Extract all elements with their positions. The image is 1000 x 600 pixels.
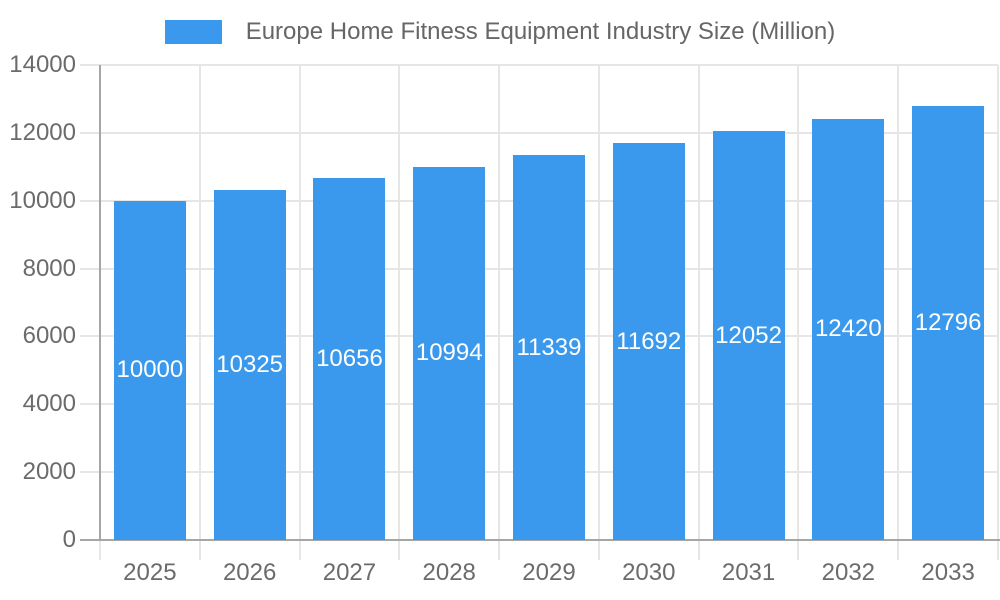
bar-2033[interactable] bbox=[912, 105, 985, 540]
v-gridline bbox=[597, 65, 600, 560]
bar-2032[interactable] bbox=[812, 118, 885, 540]
legend-swatch bbox=[164, 20, 222, 44]
y-axis-tick-label: 10000 bbox=[9, 186, 76, 214]
bar-2031[interactable] bbox=[712, 131, 785, 540]
v-gridline bbox=[997, 65, 999, 560]
x-axis-tick-label: 2033 bbox=[921, 559, 975, 586]
y-axis-tick-label: 2000 bbox=[22, 458, 76, 486]
x-axis-tick-label: 2026 bbox=[222, 559, 277, 586]
legend-label: Europe Home Fitness Equipment Industry S… bbox=[245, 18, 836, 45]
bar-value-label: 10656 bbox=[316, 345, 383, 373]
y-axis-tick-label: 14000 bbox=[9, 51, 76, 78]
bar-value-label: 11339 bbox=[516, 333, 582, 361]
bar-value-label: 10994 bbox=[415, 339, 483, 367]
x-axis-tick-label: 2028 bbox=[422, 559, 476, 586]
v-gridline bbox=[498, 65, 501, 560]
bar-value-label: 10000 bbox=[116, 356, 184, 384]
y-axis-tick-label: 0 bbox=[62, 526, 76, 553]
bar-2027[interactable] bbox=[313, 178, 386, 540]
h-gridline bbox=[80, 131, 998, 134]
bar-2030[interactable] bbox=[612, 143, 685, 540]
v-gridline bbox=[797, 65, 800, 560]
legend-item[interactable]: Europe Home Fitness Equipment Industry S… bbox=[0, 18, 1000, 46]
y-axis-tick-label: 4000 bbox=[22, 390, 76, 418]
bar-value-label: 11692 bbox=[616, 327, 682, 355]
bar-value-label: 12420 bbox=[814, 315, 882, 343]
bar-2028[interactable] bbox=[413, 166, 486, 540]
x-axis-tick-label: 2031 bbox=[721, 559, 776, 586]
v-gridline bbox=[298, 65, 301, 560]
bar-2029[interactable] bbox=[513, 155, 585, 540]
x-axis-tick-label: 2025 bbox=[123, 559, 177, 586]
h-gridline bbox=[80, 64, 998, 66]
v-gridline bbox=[697, 65, 700, 560]
y-axis-tick-label: 12000 bbox=[9, 118, 76, 146]
x-axis-line bbox=[80, 539, 1000, 541]
bar-value-label: 12796 bbox=[914, 308, 982, 336]
y-axis-line bbox=[99, 65, 101, 540]
y-axis-tick-label: 8000 bbox=[22, 254, 76, 282]
v-gridline bbox=[897, 65, 900, 560]
v-gridline bbox=[398, 65, 401, 560]
bar-value-label: 10325 bbox=[216, 350, 284, 378]
x-axis-tick-label: 2029 bbox=[522, 559, 576, 586]
bar-2026[interactable] bbox=[213, 189, 286, 540]
x-axis-tick-label: 2027 bbox=[322, 559, 377, 586]
x-axis-tick-label: 2030 bbox=[622, 559, 676, 586]
bar-2025[interactable] bbox=[113, 200, 186, 540]
y-axis-tick-label: 6000 bbox=[22, 322, 76, 350]
x-axis-tick-label: 2032 bbox=[821, 559, 876, 586]
bar-value-label: 12052 bbox=[715, 321, 782, 349]
v-gridline bbox=[198, 65, 201, 560]
